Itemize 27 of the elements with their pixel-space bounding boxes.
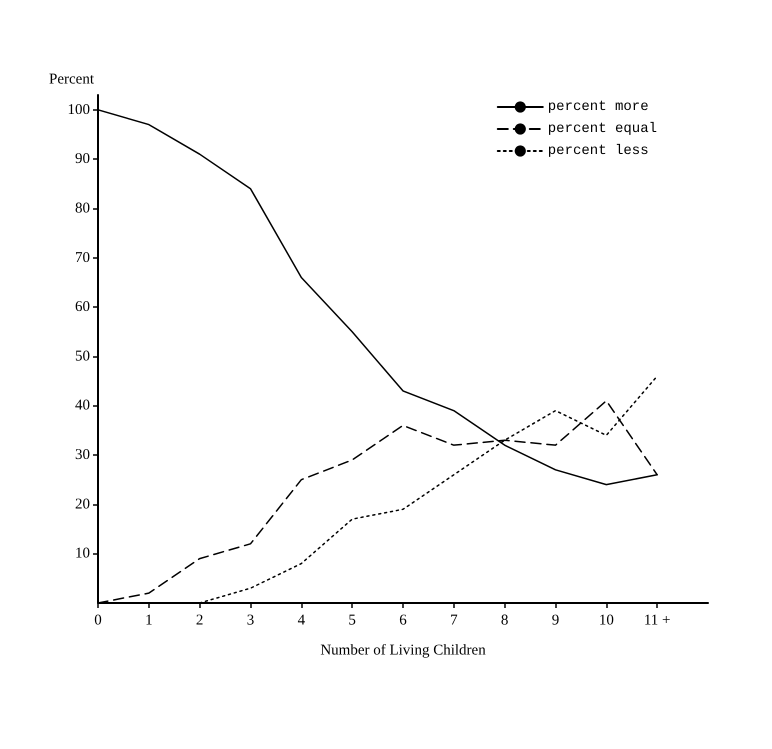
x-axis-title: Number of Living Children [320,642,486,658]
y-tick-label: 50 [75,348,90,364]
x-tick-label: 7 [450,612,458,628]
x-tick-label: 3 [246,612,254,628]
x-tick-label: 11 + [644,612,670,628]
y-axis-title: Percent [49,72,95,88]
x-tick-label: 2 [196,612,204,628]
legend-label: percent more [548,99,649,115]
x-tick-label: 10 [598,612,614,628]
legend-label: percent less [548,143,649,159]
x-tick-label: 0 [94,612,102,628]
x-tick-label: 8 [500,612,508,628]
y-tick-label: 40 [75,398,90,414]
y-tick-label: 80 [75,200,90,216]
y-tick-label: 70 [75,250,90,266]
legend-label: percent equal [548,121,657,137]
y-tick-label: 20 [75,496,90,512]
y-tick-label: 60 [75,299,90,316]
y-tick-label: 10 [75,546,90,562]
x-tick-label: 6 [399,612,408,628]
x-tick-label: 1 [145,612,153,628]
y-tick-label: 30 [75,447,90,464]
y-tick-label: 100 [68,102,90,118]
x-tick-label: 9 [552,612,560,628]
y-tick-label: 90 [75,151,90,168]
x-tick-label: 4 [298,612,306,628]
x-tick-label: 5 [348,612,356,628]
